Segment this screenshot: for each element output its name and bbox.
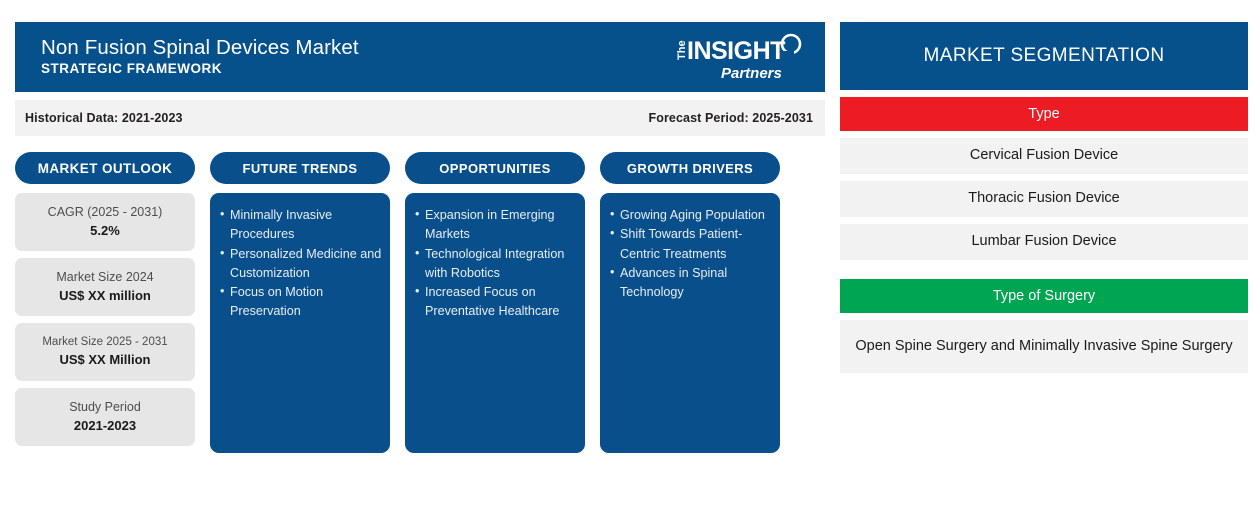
column-growth-drivers: GROWTH DRIVERS Growing Aging Population … — [600, 152, 780, 462]
list-item: Shift Towards Patient-Centric Treatments — [610, 224, 772, 264]
page-subtitle: STRATEGIC FRAMEWORK — [41, 61, 222, 77]
metric-value: 2021-2023 — [73, 418, 137, 434]
growth-drivers-list: Growing Aging Population Shift Towards P… — [610, 205, 772, 303]
data-period-strip: Historical Data: 2021-2023 Forecast Peri… — [15, 100, 825, 136]
pill-opportunities[interactable]: OPPORTUNITIES — [405, 152, 585, 184]
metric-card-market-size-forecast: Market Size 2025 - 2031 US$ XX Million — [15, 323, 195, 381]
insight-partners-logo: The INSIGHT Partners — [667, 29, 807, 85]
historical-data-label: Historical Data: 2021-2023 — [25, 111, 183, 125]
segmentation-item: Cervical Fusion Device — [840, 138, 1248, 174]
list-item: Focus on Motion Preservation — [220, 282, 382, 322]
metric-label: Study Period — [69, 400, 141, 415]
list-item: Increased Focus on Preventative Healthca… — [415, 282, 577, 322]
opportunities-list: Expansion in Emerging Markets Technologi… — [415, 205, 577, 322]
list-item: Personalized Medicine and Customization — [220, 244, 382, 284]
metric-value: US$ XX Million — [59, 352, 151, 368]
column-opportunities: OPPORTUNITIES Expansion in Emerging Mark… — [405, 152, 585, 462]
segmentation-title-type: Type — [840, 97, 1248, 131]
header-text-block: Non Fusion Spinal Devices Market STRATEG… — [41, 36, 359, 78]
column-future-trends: FUTURE TRENDS Minimally Invasive Procedu… — [210, 152, 390, 462]
pill-market-outlook[interactable]: MARKET OUTLOOK — [15, 152, 195, 184]
strategic-framework-panel: Non Fusion Spinal Devices Market STRATEG… — [15, 22, 825, 462]
logo-svg: The INSIGHT Partners — [676, 33, 802, 82]
metric-value: US$ XX million — [59, 288, 151, 304]
metric-label: Market Size 2024 — [56, 270, 154, 285]
list-item: Expansion in Emerging Markets — [415, 205, 577, 245]
column-market-outlook: MARKET OUTLOOK CAGR (2025 - 2031) 5.2% M… — [15, 152, 195, 462]
pill-growth-drivers[interactable]: GROWTH DRIVERS — [600, 152, 780, 184]
metric-card-market-size-2024: Market Size 2024 US$ XX million — [15, 258, 195, 316]
logo-the-text: The — [676, 40, 688, 60]
page-title: Non Fusion Spinal Devices Market — [41, 35, 359, 59]
segmentation-group-type: Type Cervical Fusion Device Thoracic Fus… — [840, 97, 1248, 260]
card-future-trends: Minimally Invasive Procedures Personaliz… — [210, 193, 390, 453]
metric-value: 5.2% — [90, 223, 120, 239]
segmentation-title-type-of-surgery: Type of Surgery — [840, 279, 1248, 313]
segmentation-item: Open Spine Surgery and Minimally Invasiv… — [840, 320, 1248, 373]
segmentation-item: Thoracic Fusion Device — [840, 181, 1248, 217]
logo-partners-text: Partners — [721, 65, 782, 82]
list-item: Advances in Spinal Technology — [610, 263, 772, 303]
logo-insight-text: INSIGHT — [687, 37, 785, 65]
list-item: Minimally Invasive Procedures — [220, 205, 382, 245]
metric-card-stack: CAGR (2025 - 2031) 5.2% Market Size 2024… — [15, 193, 195, 446]
header-bar: Non Fusion Spinal Devices Market STRATEG… — [15, 22, 825, 92]
segmentation-group-type-of-surgery: Type of Surgery Open Spine Surgery and M… — [840, 279, 1248, 373]
metric-card-study-period: Study Period 2021-2023 — [15, 388, 195, 446]
logo-circle-mask — [782, 51, 794, 55]
forecast-period-label: Forecast Period: 2025-2031 — [648, 111, 813, 125]
metric-card-cagr: CAGR (2025 - 2031) 5.2% — [15, 193, 195, 251]
pill-future-trends[interactable]: FUTURE TRENDS — [210, 152, 390, 184]
future-trends-list: Minimally Invasive Procedures Personaliz… — [220, 205, 382, 322]
list-item: Growing Aging Population — [610, 205, 772, 225]
card-opportunities: Expansion in Emerging Markets Technologi… — [405, 193, 585, 453]
metric-label: CAGR (2025 - 2031) — [47, 205, 163, 220]
segmentation-header: MARKET SEGMENTATION — [840, 22, 1248, 90]
market-segmentation-panel: MARKET SEGMENTATION Type Cervical Fusion… — [840, 22, 1248, 373]
framework-columns: MARKET OUTLOOK CAGR (2025 - 2031) 5.2% M… — [15, 152, 825, 462]
metric-label: Market Size 2025 - 2031 — [42, 335, 168, 348]
card-growth-drivers: Growing Aging Population Shift Towards P… — [600, 193, 780, 453]
list-item: Technological Integration with Robotics — [415, 244, 577, 284]
segmentation-item: Lumbar Fusion Device — [840, 224, 1248, 260]
